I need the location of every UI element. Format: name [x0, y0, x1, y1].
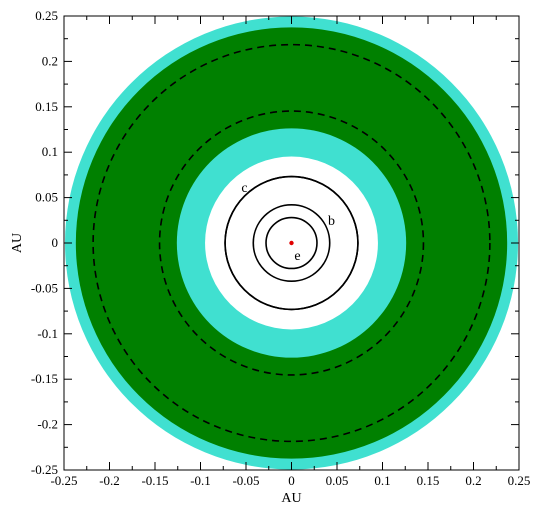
- x-tick-label: 0: [288, 473, 295, 488]
- x-tick-label: -0.05: [232, 473, 259, 488]
- y-tick-label: -0.15: [31, 371, 58, 386]
- y-tick-label: 0.2: [42, 53, 58, 68]
- y-axis-label: AU: [10, 233, 25, 253]
- x-tick-label: -0.2: [99, 473, 120, 488]
- dashed-boundary-0: [158, 110, 425, 376]
- y-tick-label: -0.25: [31, 462, 58, 477]
- orbit-inner: [252, 203, 331, 283]
- orbit-label-e: e: [294, 249, 300, 264]
- x-tick-label: -0.25: [50, 473, 77, 488]
- y-tick-label: 0.15: [35, 99, 58, 114]
- dashed-boundary-1: [92, 43, 491, 443]
- y-tick-label: -0.05: [31, 280, 58, 295]
- x-tick-label: -0.1: [190, 473, 211, 488]
- star-marker: [289, 240, 294, 246]
- x-tick-label: 0.1: [374, 473, 390, 488]
- y-tick-label: 0.25: [35, 8, 58, 23]
- x-tick-label: 0.2: [465, 473, 481, 488]
- y-tick-label: 0: [52, 235, 59, 250]
- orbit-e: [265, 216, 318, 270]
- x-tick-label: 0.05: [326, 473, 349, 488]
- orbit-c: [224, 175, 359, 311]
- x-axis-label: AU: [281, 491, 301, 506]
- axis-ticks: -0.25 -0.2 -0.15 -0.1 -0.05 0 0.05 0.1 0.15 0.2 0.…: [31, 8, 530, 488]
- orbit-label-c: c: [241, 181, 247, 196]
- orbit-label-b: b: [328, 214, 335, 229]
- x-tick-label: 0.25: [508, 473, 531, 488]
- y-tick-label: 0.1: [42, 144, 58, 159]
- x-tick-label: -0.15: [141, 473, 168, 488]
- y-tick-label: -0.1: [37, 326, 58, 341]
- y-tick-label: -0.2: [37, 417, 58, 432]
- y-tick-label: 0.05: [35, 190, 58, 205]
- planet-orbits: e b c: [92, 43, 491, 443]
- x-tick-label: 0.15: [417, 473, 440, 488]
